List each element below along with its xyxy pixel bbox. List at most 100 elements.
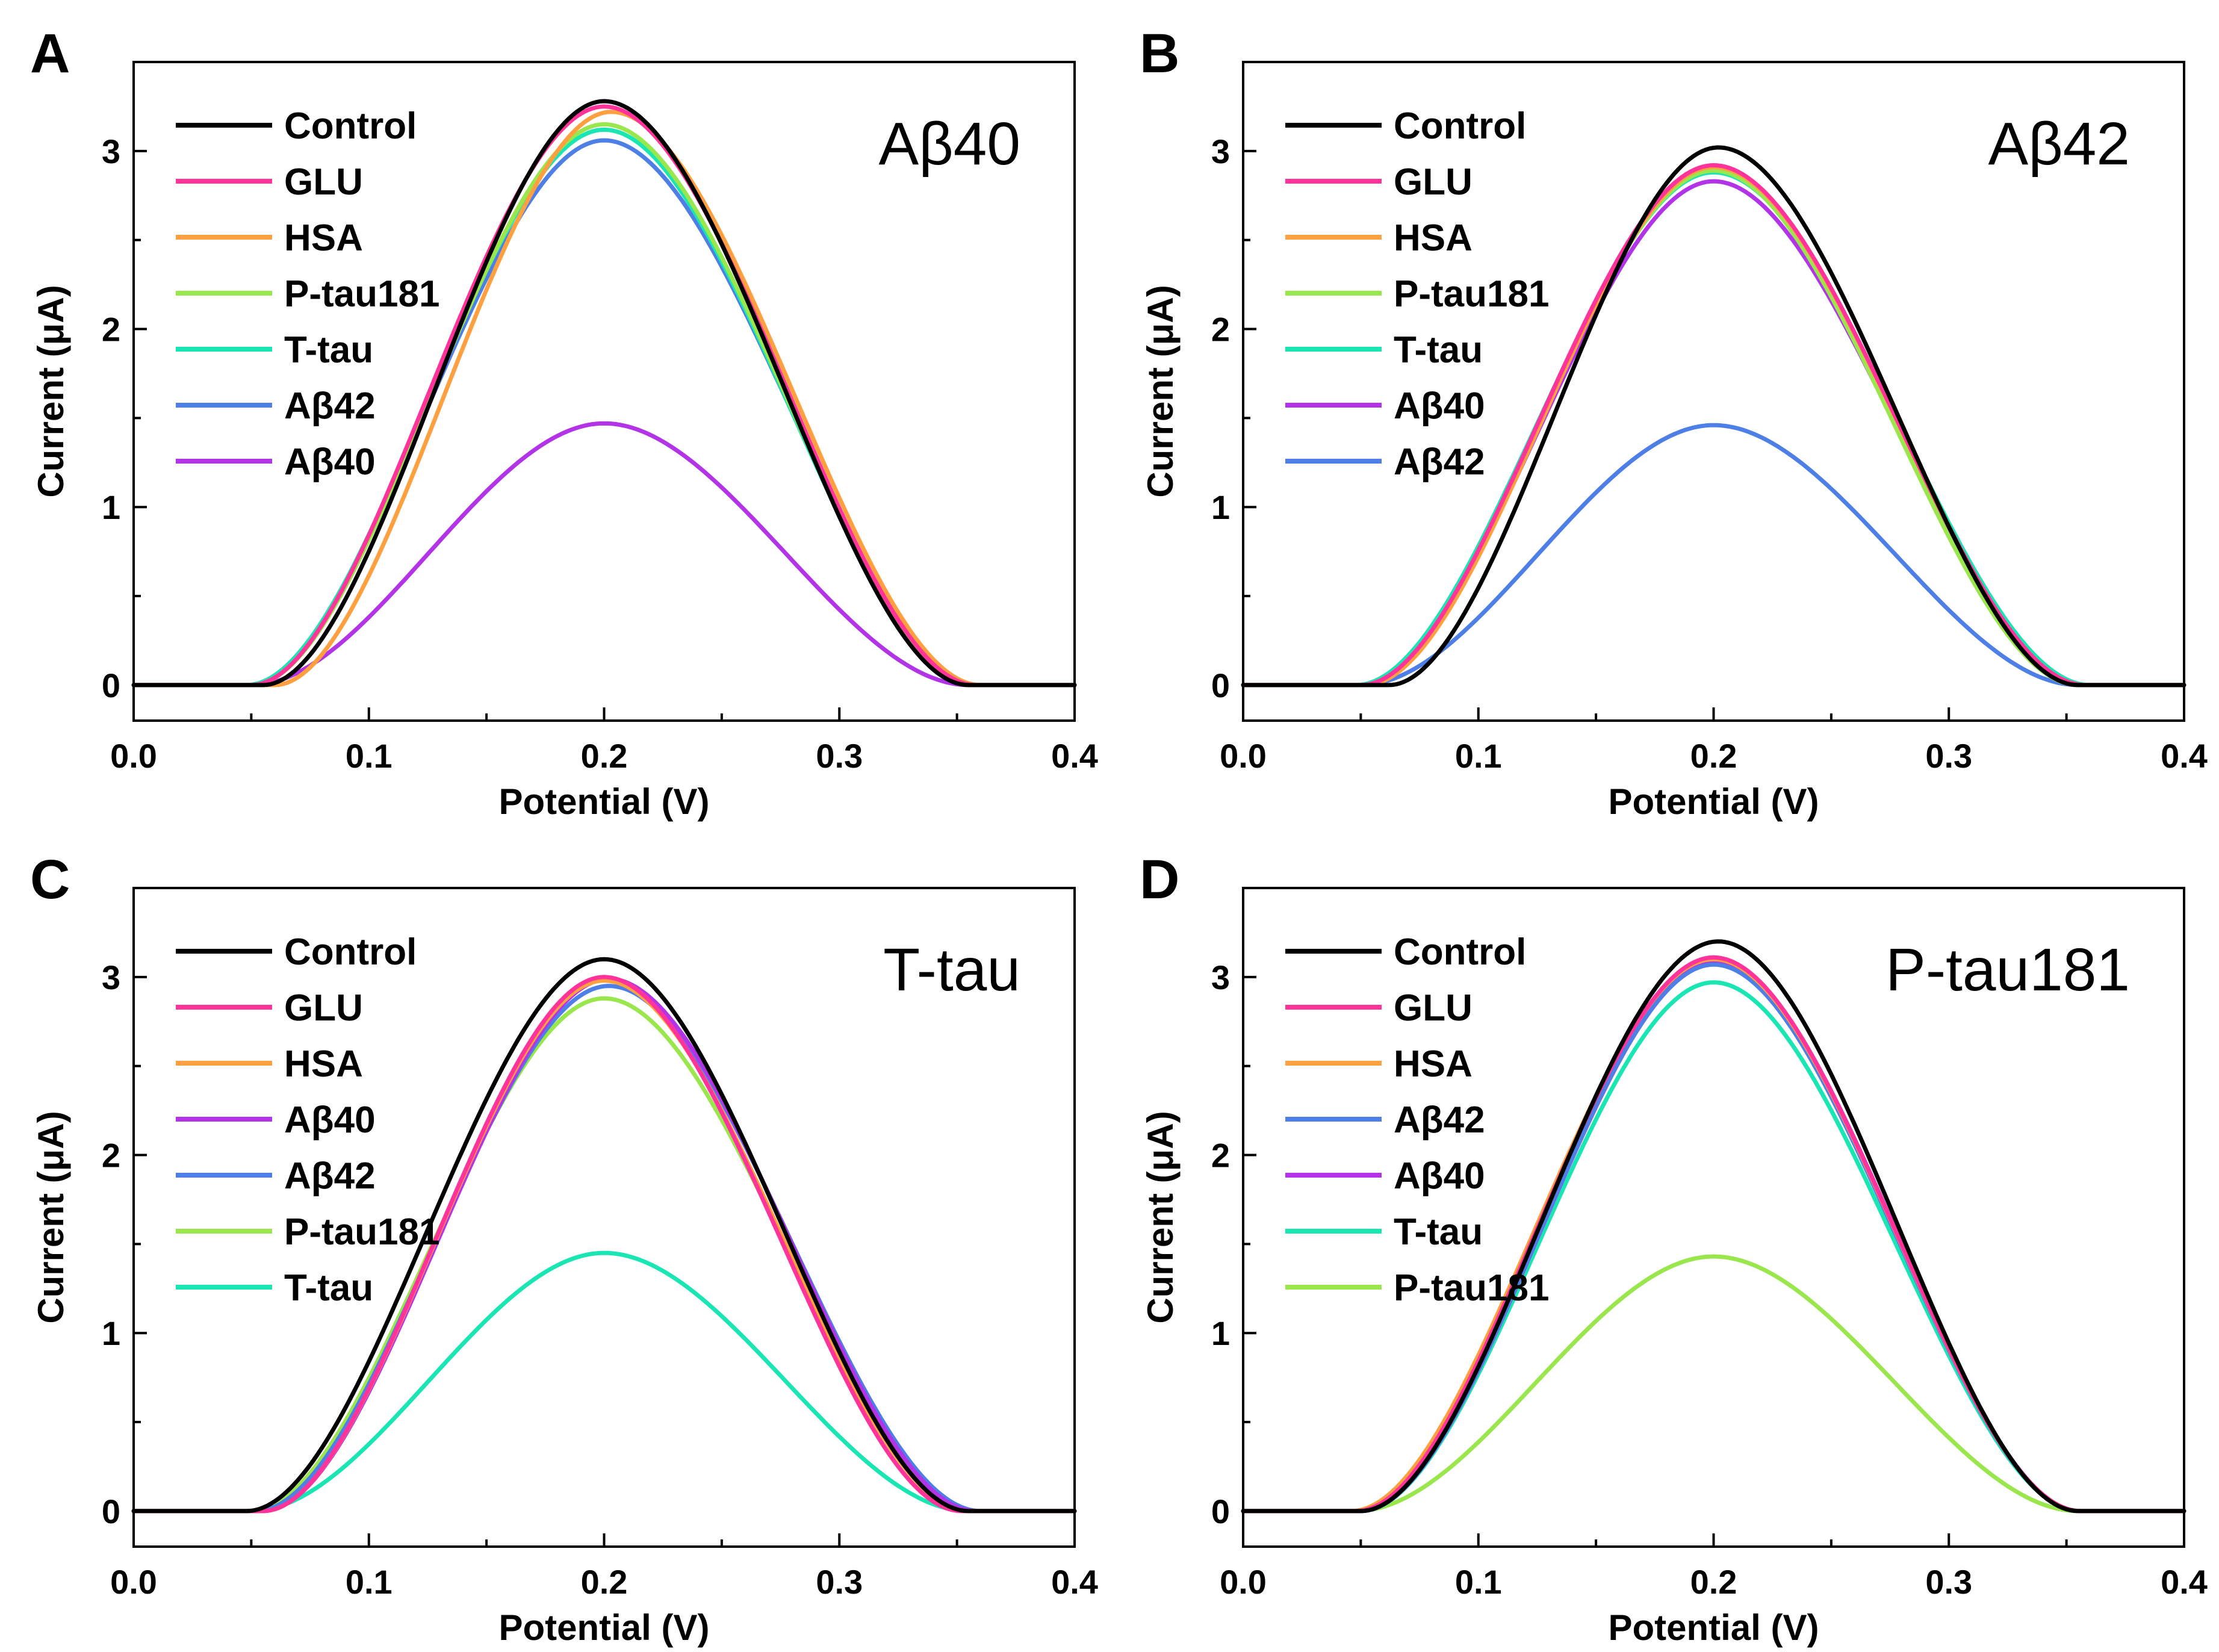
- series-line-1: [131, 975, 1077, 1514]
- series-line-6: [1241, 1254, 2186, 1514]
- x-tick-label: 0.4: [2161, 1563, 2208, 1601]
- series-line-3: [131, 977, 1077, 1514]
- series-line-6: [131, 1250, 1077, 1514]
- series-line-4: [1241, 170, 2186, 688]
- y-tick-label: 0: [1211, 666, 1230, 704]
- legend-label-0: Control: [284, 931, 417, 973]
- y-axis-label: Current (μA): [31, 285, 71, 497]
- x-tick-label: 0.0: [1220, 1563, 1267, 1601]
- y-tick-label: 3: [1211, 132, 1230, 170]
- x-tick-label: 0.1: [346, 1563, 393, 1601]
- x-tick-label: 0.1: [1455, 737, 1502, 775]
- series-line-4: [1241, 958, 2186, 1514]
- legend-label-1: GLU: [284, 987, 363, 1029]
- legend-label-5: Aβ42: [284, 385, 376, 427]
- legend-label-5: Aβ40: [1394, 385, 1485, 427]
- panel-letter: B: [1140, 23, 1179, 84]
- series-group: [131, 957, 1077, 1514]
- x-tick-label: 0.3: [1925, 1563, 1972, 1601]
- x-tick-label: 0.1: [1455, 1563, 1502, 1601]
- legend: Control GLU HSA Aβ40 Aβ42 P-tau181 T-tau: [176, 931, 439, 1309]
- series-group: [1241, 145, 2186, 688]
- legend-label-3: P-tau181: [284, 273, 439, 315]
- x-tick-label: 0.4: [1051, 737, 1098, 775]
- x-tick-label: 0.0: [110, 1563, 157, 1601]
- panel-a: A 0.0 0.1 0.2 0.3 0.4 0 1 2 3 Potential (V) Current…: [30, 23, 1098, 822]
- series-group: [1241, 939, 2186, 1514]
- series-line-2: [1241, 957, 2186, 1514]
- legend-label-4: T-tau: [1394, 329, 1483, 371]
- y-axis-label: Current (μA): [1140, 285, 1181, 497]
- legend-label-2: HSA: [284, 217, 363, 259]
- series-group: [131, 99, 1077, 688]
- y-tick-label: 0: [1211, 1492, 1230, 1530]
- x-tick-label: 0.0: [1220, 737, 1267, 775]
- legend-label-6: Aβ40: [284, 441, 376, 483]
- panel-b: B 0.0 0.1 0.2 0.3 0.4 0 1 2 3 Potential (V) Current…: [1140, 23, 2208, 822]
- x-tick-label: 0.3: [1925, 737, 1972, 775]
- series-line-0: [1241, 939, 2186, 1514]
- legend: Control GLU HSA P-tau181 T-tau Aβ40 Aβ42: [1285, 105, 1549, 483]
- x-tick-label: 0.4: [2161, 737, 2208, 775]
- y-tick-label: 3: [102, 958, 120, 996]
- series-line-5: [1241, 980, 2186, 1514]
- series-line-2: [131, 110, 1077, 688]
- series-line-0: [1241, 145, 2186, 688]
- legend-label-1: GLU: [1394, 987, 1473, 1029]
- y-tick-label: 1: [102, 1314, 120, 1352]
- legend-label-0: Control: [284, 105, 417, 147]
- legend: Control GLU HSA P-tau181 T-tau Aβ42 Aβ40: [176, 105, 439, 483]
- panel-title: P-tau181: [1885, 936, 2130, 1004]
- y-tick-label: 0: [102, 666, 120, 704]
- panel-d: D 0.0 0.1 0.2 0.3 0.4 0 1 2 3 Potential (V) Current…: [1140, 849, 2208, 1648]
- legend-label-3: Aβ42: [1394, 1099, 1485, 1141]
- series-line-3: [131, 122, 1077, 688]
- series-line-1: [131, 104, 1077, 688]
- legend-label-0: Control: [1394, 931, 1526, 973]
- series-line-5: [131, 138, 1077, 688]
- legend-label-2: HSA: [284, 1043, 363, 1085]
- y-tick-label: 3: [1211, 958, 1230, 996]
- y-tick-label: 0: [102, 1492, 120, 1530]
- panel-letter: A: [30, 23, 70, 84]
- x-axis-label: Potential (V): [1608, 1607, 1819, 1648]
- panel-c: C 0.0 0.1 0.2 0.3 0.4 0 1 2 3 Potential (V) Current…: [30, 849, 1098, 1648]
- panel-title: T-tau: [883, 936, 1020, 1004]
- legend-label-2: HSA: [1394, 1043, 1473, 1085]
- x-tick-label: 0.3: [816, 737, 863, 775]
- x-tick-label: 0.2: [581, 737, 628, 775]
- y-tick-label: 1: [1211, 488, 1230, 526]
- x-axis-label: Potential (V): [498, 1607, 709, 1648]
- y-tick-label: 3: [102, 132, 120, 170]
- legend-label-3: P-tau181: [1394, 273, 1549, 315]
- x-tick-label: 0.0: [110, 737, 157, 775]
- series-line-2: [131, 978, 1077, 1514]
- series-line-6: [131, 421, 1077, 688]
- x-tick-label: 0.2: [1690, 737, 1737, 775]
- x-tick-label: 0.2: [581, 1563, 628, 1601]
- y-tick-label: 2: [102, 311, 120, 349]
- series-line-0: [131, 99, 1077, 688]
- series-line-1: [1241, 955, 2186, 1514]
- series-line-4: [131, 984, 1077, 1514]
- legend-label-5: T-tau: [1394, 1211, 1483, 1253]
- x-tick-label: 0.3: [816, 1563, 863, 1601]
- series-line-1: [1241, 163, 2186, 688]
- series-line-3: [1241, 962, 2186, 1514]
- series-line-6: [1241, 423, 2186, 688]
- panel-letter: D: [1140, 849, 1179, 910]
- y-tick-label: 2: [1211, 1137, 1230, 1175]
- legend: Control GLU HSA Aβ42 Aβ40 T-tau P-tau181: [1285, 931, 1549, 1309]
- legend-label-1: GLU: [1394, 161, 1473, 203]
- x-axis-label: Potential (V): [1608, 781, 1819, 822]
- y-axis-label: Current (μA): [1140, 1111, 1181, 1323]
- legend-label-4: Aβ42: [284, 1155, 376, 1197]
- x-axis-label: Potential (V): [498, 781, 709, 822]
- panel-letter: C: [30, 849, 70, 910]
- legend-label-5: P-tau181: [284, 1211, 439, 1253]
- legend-label-0: Control: [1394, 105, 1526, 147]
- x-tick-label: 0.4: [1051, 1563, 1098, 1601]
- series-line-3: [1241, 168, 2186, 688]
- legend-label-1: GLU: [284, 161, 363, 203]
